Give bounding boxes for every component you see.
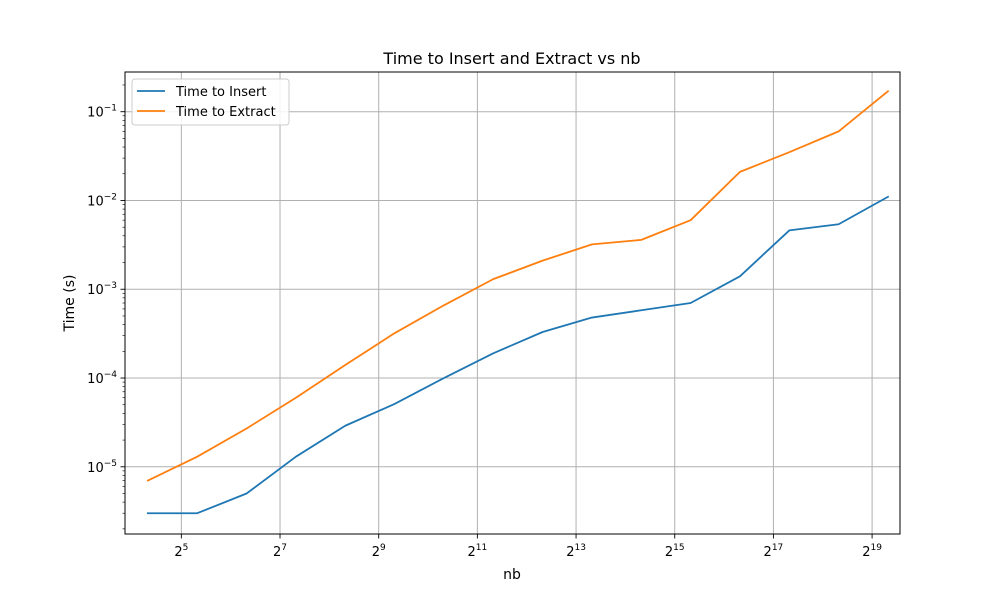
x-tick-label-exponent: 7 — [281, 543, 287, 553]
x-tick-label-base: 2 — [174, 545, 182, 560]
series-lines — [146, 89, 890, 515]
y-tick-label-exponent: −5 — [104, 459, 117, 469]
legend: Time to Insert Time to Extract — [131, 78, 290, 126]
x-tick-label: 219 — [862, 543, 882, 560]
y-tick-label-base: 10 — [87, 106, 104, 121]
y-axis-label: Time (s) — [62, 275, 78, 333]
x-tick-label: 25 — [174, 543, 188, 560]
y-tick-label-exponent: −4 — [104, 370, 118, 380]
x-tick-label: 27 — [273, 543, 287, 560]
y-tick-label-exponent: −1 — [104, 104, 117, 114]
y-tick-label-base: 10 — [87, 194, 104, 209]
x-tick-label-base: 2 — [273, 545, 281, 560]
legend-label: Time to Extract — [175, 105, 276, 120]
y-tick-label: 10−3 — [87, 281, 117, 298]
x-tick-label-exponent: 19 — [871, 543, 883, 553]
x-tick-label-base: 2 — [566, 545, 574, 560]
grid — [125, 72, 900, 534]
y-tick-label: 10−2 — [87, 192, 117, 209]
x-tick-label-exponent: 17 — [772, 543, 783, 553]
x-tick-label-exponent: 11 — [476, 543, 487, 553]
y-tick-label-exponent: −3 — [104, 281, 117, 291]
x-tick-label-base: 2 — [665, 545, 673, 560]
x-tick-label: 211 — [468, 543, 488, 560]
y-tick-label-base: 10 — [87, 372, 104, 387]
y-tick-label-base: 10 — [87, 283, 104, 298]
x-tick-label-exponent: 13 — [574, 543, 585, 553]
x-tick-label: 213 — [566, 543, 586, 560]
x-tick-label-base: 2 — [468, 545, 476, 560]
y-tick-label: 10−1 — [87, 104, 117, 121]
chart-title: Time to Insert and Extract vs nb — [382, 49, 640, 68]
legend-box — [131, 78, 290, 126]
x-tick-label-base: 2 — [764, 545, 772, 560]
x-tick-label-base: 2 — [372, 545, 380, 560]
y-tick-label: 10−4 — [87, 370, 117, 387]
x-tick-label-exponent: 9 — [380, 543, 386, 553]
series-line-insert — [146, 195, 890, 515]
x-tick-label-exponent: 15 — [673, 543, 684, 553]
y-tick-label-exponent: −2 — [104, 192, 117, 202]
axes: 25 27 29 211 213 215 217 21910−510−410−310−210−… — [87, 84, 882, 560]
y-tick-label: 10−5 — [87, 459, 117, 476]
y-tick-label-base: 10 — [87, 461, 104, 476]
x-tick-label-base: 2 — [862, 545, 870, 560]
x-tick-label: 215 — [665, 543, 685, 560]
x-tick-label: 217 — [764, 543, 784, 560]
legend-label: Time to Insert — [175, 85, 266, 100]
series-line-extract — [146, 89, 890, 482]
x-tick-label-exponent: 5 — [183, 543, 189, 553]
x-tick-label: 29 — [372, 543, 386, 560]
x-axis-label: nb — [503, 567, 521, 583]
